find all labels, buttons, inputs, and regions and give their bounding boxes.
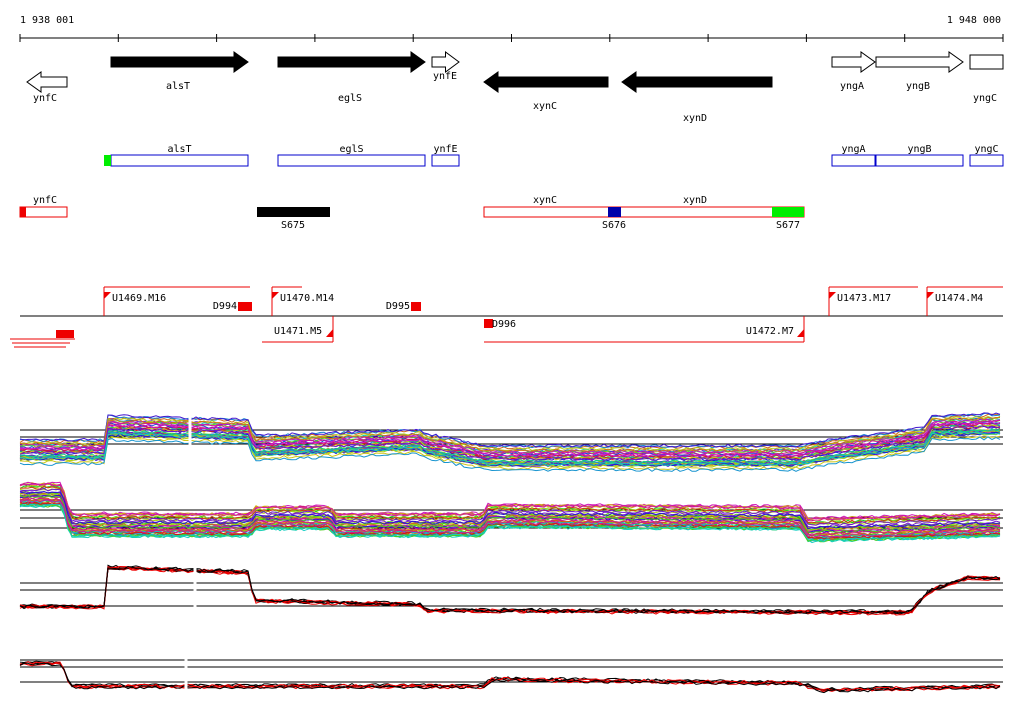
- feature-flag: [829, 292, 836, 299]
- feature-box: [238, 302, 252, 311]
- site: [772, 207, 804, 217]
- segment: [483, 206, 805, 218]
- label: yngC: [974, 144, 998, 155]
- label: S677: [776, 220, 800, 231]
- label: 1 938 001: [20, 15, 74, 26]
- trace: [19, 436, 1001, 472]
- trace: [19, 490, 1001, 529]
- feature-flag: [104, 292, 111, 299]
- gene-box: [969, 54, 1004, 70]
- label: eglS: [338, 93, 362, 104]
- gene-arrow: [483, 71, 609, 93]
- trace: [19, 485, 1001, 524]
- label: yngC: [973, 93, 997, 104]
- trace: [19, 421, 1001, 458]
- label: U1470.M14: [280, 293, 334, 304]
- label: U1472.M7: [746, 326, 794, 337]
- label: ynfE: [433, 144, 457, 155]
- label: xynC: [533, 101, 557, 112]
- label: U1473.M17: [837, 293, 891, 304]
- transcript: [110, 154, 249, 167]
- gene-arrow: [831, 51, 876, 73]
- label: U1469.M16: [112, 293, 166, 304]
- trace: [19, 431, 1001, 467]
- label: yngB: [906, 81, 930, 92]
- transcript: [277, 154, 426, 167]
- label: ynfC: [33, 93, 57, 104]
- gene-arrow: [875, 51, 964, 73]
- trace: [19, 567, 1001, 615]
- trace: [19, 495, 1001, 534]
- transcript: [875, 154, 964, 167]
- trace: [19, 428, 1001, 465]
- label: xynC: [533, 195, 557, 206]
- feature-box: [56, 330, 74, 338]
- trace: [19, 485, 1001, 525]
- gene-arrow: [26, 71, 68, 93]
- label: eglS: [339, 144, 363, 155]
- label: U1474.M4: [935, 293, 983, 304]
- label: S676: [602, 220, 626, 231]
- label: U1471.M5: [274, 326, 322, 337]
- label: yngA: [841, 144, 865, 155]
- trace: [19, 419, 1001, 456]
- label: 1 948 000: [947, 15, 1001, 26]
- site: [608, 207, 621, 217]
- trace: [19, 503, 1001, 543]
- feature-flag: [797, 329, 804, 337]
- trace: [19, 499, 1001, 538]
- segment: [19, 206, 68, 218]
- trace: [19, 416, 1000, 453]
- label: D994: [213, 301, 237, 312]
- gene-arrow: [431, 51, 460, 73]
- trace: [19, 662, 1001, 694]
- feature-flag: [272, 292, 279, 299]
- label: D995: [386, 301, 410, 312]
- label: xynD: [683, 113, 707, 124]
- label: yngA: [840, 81, 864, 92]
- trace: [19, 567, 1001, 615]
- feature-box: [484, 319, 493, 328]
- feature-flag: [927, 292, 934, 299]
- trace: [19, 491, 1001, 530]
- tss-mark: [104, 155, 111, 166]
- trace: [19, 428, 1001, 464]
- trace: [19, 501, 1000, 540]
- trace: [19, 487, 1001, 526]
- label: xynD: [683, 195, 707, 206]
- feature-flag: [326, 329, 333, 337]
- label: alsT: [167, 144, 191, 155]
- trace: [19, 567, 1001, 616]
- gene-arrow: [110, 51, 249, 73]
- trace: [19, 424, 1001, 461]
- label: D996: [492, 319, 516, 330]
- feature-box: [411, 302, 421, 311]
- transcript: [431, 154, 460, 167]
- label: alsT: [166, 81, 190, 92]
- label: ynfE: [433, 71, 457, 82]
- gene-arrow: [621, 71, 773, 93]
- trace: [19, 413, 1000, 450]
- trace: [19, 497, 1001, 536]
- trace: [19, 412, 1001, 448]
- label: S675: [281, 220, 305, 231]
- transcript: [831, 154, 876, 167]
- site: [257, 207, 330, 217]
- trace: [19, 482, 1001, 521]
- segment-cap: [20, 207, 26, 217]
- gene-arrow: [277, 51, 426, 73]
- label: ynfC: [33, 195, 57, 206]
- trace: [19, 565, 1001, 614]
- label: yngB: [907, 144, 931, 155]
- trace: [19, 425, 1001, 461]
- trace: [19, 435, 1001, 471]
- transcript: [969, 154, 1004, 167]
